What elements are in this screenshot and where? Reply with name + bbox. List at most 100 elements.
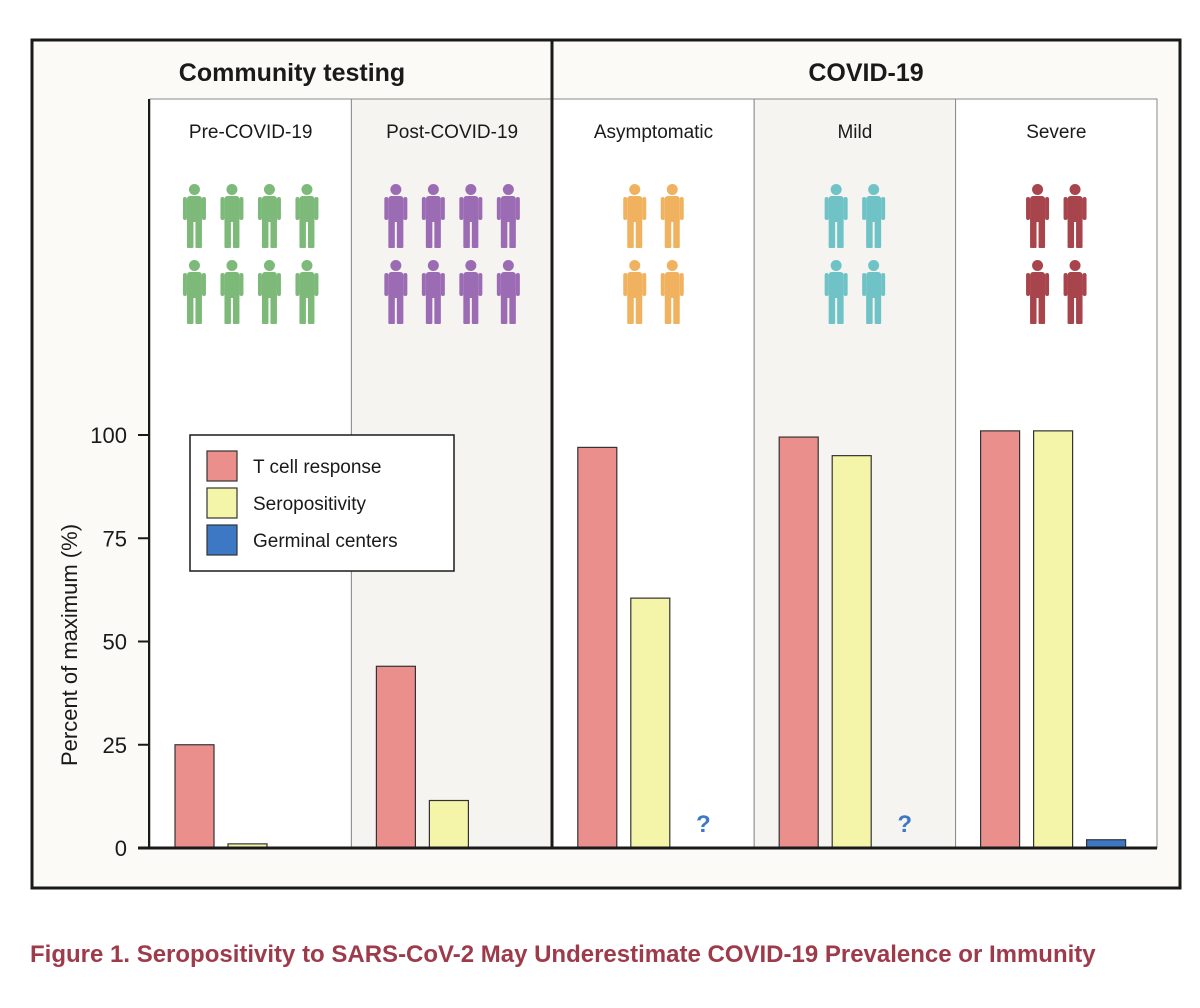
person-torso bbox=[299, 196, 315, 222]
person-leg bbox=[232, 218, 240, 248]
person-arm bbox=[660, 197, 665, 220]
bar-seropositivity-asymptomatic bbox=[630, 597, 671, 849]
person-leg bbox=[471, 218, 479, 248]
person-torso bbox=[664, 272, 680, 298]
person-torso bbox=[261, 272, 277, 298]
person-leg bbox=[828, 294, 836, 324]
y-tick-label: 0 bbox=[115, 836, 127, 861]
person-arm bbox=[1045, 197, 1050, 220]
person-icon-pre-covid-19 bbox=[257, 260, 281, 324]
person-leg bbox=[664, 218, 672, 248]
person-leg bbox=[1067, 294, 1075, 324]
person-head bbox=[427, 184, 439, 195]
person-arm bbox=[642, 197, 647, 220]
person-torso bbox=[1030, 272, 1046, 298]
person-arm bbox=[679, 273, 684, 296]
person-arm bbox=[384, 197, 389, 220]
person-leg bbox=[828, 218, 836, 248]
person-icon-asymptomatic bbox=[660, 260, 684, 324]
person-arm bbox=[642, 273, 647, 296]
person-head bbox=[301, 184, 313, 195]
person-arm bbox=[862, 273, 867, 296]
group-title-covid-19: COVID-19 bbox=[808, 59, 923, 87]
bar-seropositivity-post-covid-19 bbox=[428, 799, 469, 849]
person-head bbox=[502, 184, 514, 195]
legend-label-germinal-centers: Germinal centers bbox=[253, 531, 398, 552]
person-icon-post-covid-19 bbox=[459, 260, 483, 324]
person-head bbox=[1032, 260, 1044, 271]
person-icon-post-covid-19 bbox=[459, 184, 483, 248]
person-head bbox=[301, 260, 313, 271]
person-head bbox=[390, 260, 402, 271]
person-torso bbox=[828, 272, 844, 298]
person-torso bbox=[299, 272, 315, 298]
person-arm bbox=[182, 197, 187, 220]
person-leg bbox=[434, 294, 441, 324]
legend-swatch-germinal-centers bbox=[206, 524, 238, 556]
person-arm bbox=[496, 273, 501, 296]
person-leg bbox=[1076, 218, 1083, 248]
person-icon-pre-covid-19 bbox=[257, 184, 281, 248]
person-leg bbox=[627, 294, 634, 324]
person-arm bbox=[403, 273, 408, 296]
person-torso bbox=[388, 272, 404, 298]
person-icon-mild bbox=[824, 184, 848, 248]
person-arm bbox=[660, 273, 665, 296]
person-arm bbox=[881, 273, 886, 296]
person-leg bbox=[1038, 294, 1046, 324]
person-arm bbox=[1063, 197, 1068, 220]
person-leg bbox=[195, 294, 202, 324]
legend: T cell response Seropositivity Germinal ce… bbox=[189, 434, 455, 572]
person-leg bbox=[837, 294, 844, 324]
bar-t-cell-response-asymptomatic bbox=[577, 446, 618, 849]
person-head bbox=[465, 260, 477, 271]
person-arm bbox=[1082, 197, 1087, 220]
person-torso bbox=[186, 196, 202, 222]
person-torso bbox=[425, 196, 441, 222]
person-head bbox=[263, 260, 275, 271]
person-torso bbox=[866, 196, 882, 222]
person-head bbox=[263, 184, 275, 195]
person-head bbox=[1069, 260, 1081, 271]
person-arm bbox=[478, 197, 483, 220]
person-leg bbox=[270, 218, 277, 248]
group-headers: Pre-COVID-19 Post-COVID-19 Asymptomatic Mil… bbox=[179, 40, 1086, 848]
person-leg bbox=[186, 294, 194, 324]
person-icon-severe bbox=[1026, 184, 1050, 248]
y-tick-label: 100 bbox=[90, 423, 127, 448]
person-leg bbox=[261, 294, 269, 324]
person-leg bbox=[635, 218, 643, 248]
person-leg bbox=[635, 294, 643, 324]
person-head bbox=[830, 184, 842, 195]
person-icon-pre-covid-19 bbox=[295, 184, 319, 248]
person-icon-mild bbox=[862, 184, 886, 248]
person-leg bbox=[463, 294, 470, 324]
person-arm bbox=[201, 197, 206, 220]
person-icon-severe bbox=[1026, 260, 1050, 324]
bar-t-cell-response-post-covid-19 bbox=[375, 665, 416, 849]
figure-caption: Figure 1. Seropositivity to SARS-CoV-2 M… bbox=[30, 941, 1096, 968]
person-leg bbox=[224, 294, 231, 324]
person-icon-post-covid-19 bbox=[496, 184, 520, 248]
person-head bbox=[666, 184, 678, 195]
person-leg bbox=[673, 218, 680, 248]
person-head bbox=[390, 184, 402, 195]
person-leg bbox=[434, 218, 441, 248]
person-torso bbox=[627, 196, 643, 222]
person-head bbox=[629, 184, 641, 195]
person-arm bbox=[824, 273, 829, 296]
person-leg bbox=[396, 294, 404, 324]
person-leg bbox=[874, 294, 882, 324]
bar-t-cell-response-mild bbox=[778, 436, 819, 849]
person-head bbox=[1069, 184, 1081, 195]
person-head bbox=[226, 184, 238, 195]
y-tick-label: 75 bbox=[103, 526, 127, 551]
person-torso bbox=[1067, 196, 1083, 222]
legend-label-seropositivity: Seropositivity bbox=[253, 494, 366, 515]
person-arm bbox=[182, 273, 187, 296]
person-torso bbox=[463, 272, 479, 298]
panel-title-post-covid-19: Post-COVID-19 bbox=[386, 122, 518, 143]
person-arm bbox=[220, 197, 225, 220]
person-arm bbox=[295, 197, 300, 220]
person-leg bbox=[388, 218, 395, 248]
